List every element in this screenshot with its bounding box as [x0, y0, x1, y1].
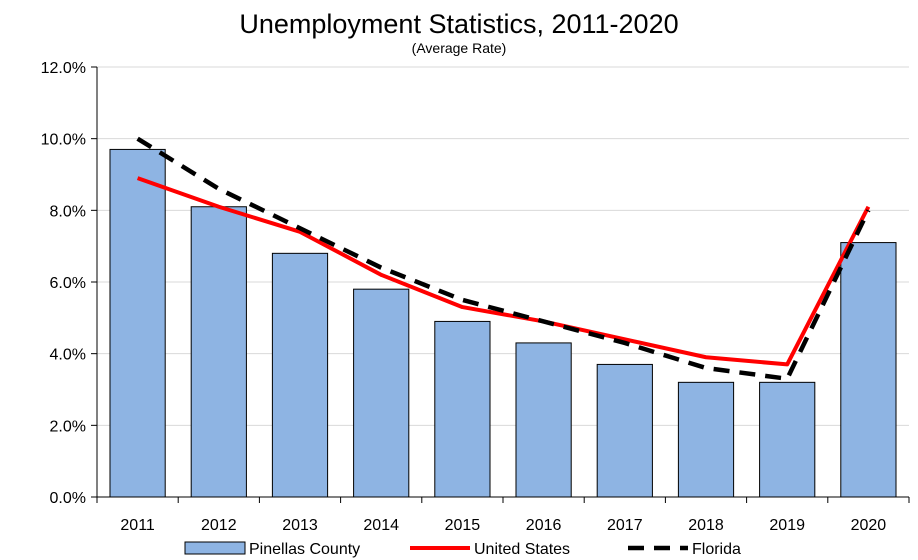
- x-tick-label-2014: 2014: [363, 517, 399, 534]
- y-tick-label-1: 2.0%: [50, 418, 86, 435]
- y-tick-label-3: 6.0%: [50, 275, 86, 292]
- y-tick-label-4: 8.0%: [50, 203, 86, 220]
- bar-2020: [840, 242, 897, 498]
- legend-label-pinellas-county: Pinellas County: [249, 541, 360, 558]
- series-line-united-states: [136, 176, 871, 367]
- x-tick-label-2012: 2012: [201, 517, 237, 534]
- x-tick-labels: 2011 2012 2013 2014 2015 2016 2017 2018 2019 2020: [120, 517, 886, 534]
- axes: [91, 66, 910, 503]
- x-tick-label-2013: 2013: [282, 517, 318, 534]
- bar-2015: [434, 320, 491, 498]
- legend-label-florida: Florida: [692, 541, 741, 558]
- bar-2013: [271, 252, 329, 498]
- series-lines: [136, 136, 871, 381]
- y-tick-labels: 0.0% 2.0% 4.0% 6.0% 8.0% 10.0% 12.0%: [41, 60, 86, 507]
- bar-2012: [190, 206, 247, 498]
- x-tick-label-2016: 2016: [526, 517, 562, 534]
- bar-2019: [759, 381, 816, 498]
- bar-2014: [353, 288, 410, 498]
- x-tick-label-2019: 2019: [769, 517, 805, 534]
- bar-2018: [677, 381, 735, 498]
- chart-title: Unemployment Statistics, 2011-2020: [239, 9, 678, 39]
- bars: [109, 148, 897, 498]
- bar-2017: [596, 363, 653, 498]
- x-tick-label-2020: 2020: [851, 517, 887, 534]
- y-tick-label-0: 0.0%: [50, 490, 86, 507]
- legend: Pinellas County United States Florida: [184, 541, 741, 558]
- y-tick-label-5: 10.0%: [41, 132, 86, 149]
- x-tick-label-2018: 2018: [688, 517, 724, 534]
- y-tick-label-6: 12.0%: [41, 60, 86, 77]
- x-tick-label-2011: 2011: [120, 517, 155, 534]
- legend-swatch-pinellas-county: [184, 541, 246, 555]
- bar-2016: [515, 342, 572, 498]
- bar-2011: [109, 148, 166, 498]
- x-tick-label-2015: 2015: [445, 517, 481, 534]
- x-tick-label-2017: 2017: [607, 517, 643, 534]
- legend-label-united-states: United States: [474, 541, 570, 558]
- y-tick-label-2: 4.0%: [50, 347, 86, 364]
- series-line-florida: [136, 136, 871, 381]
- chart-subtitle: (Average Rate): [412, 40, 507, 56]
